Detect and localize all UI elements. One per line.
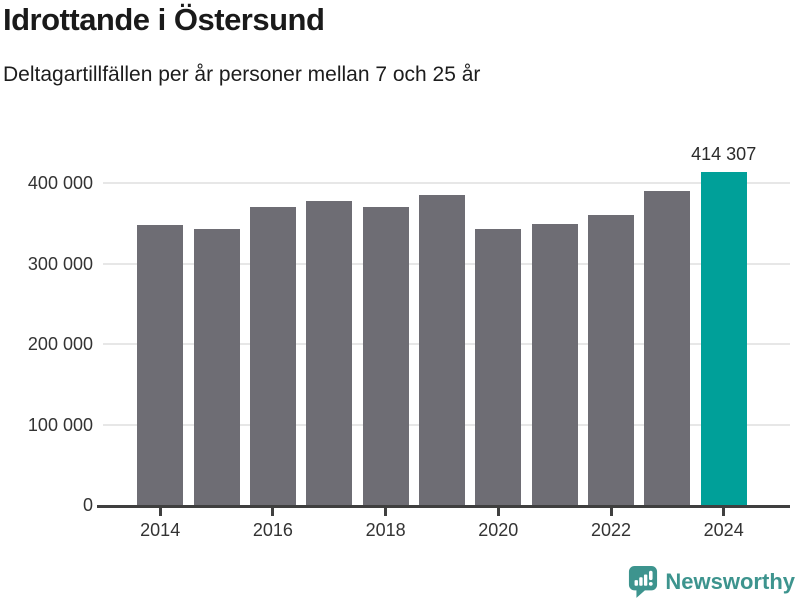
x-axis-tick [271,508,275,516]
bar-2018 [362,206,409,505]
x-axis-tick-label: 2020 [478,520,519,540]
bar-2015 [193,229,240,505]
bar-2023 [644,190,691,505]
highlighted-bar-value-label: 414 307 [691,143,757,164]
x-axis-tick [722,508,726,516]
x-axis-tick-label: 2018 [365,520,406,540]
x-axis-tick [158,508,162,516]
x-axis-tick [496,508,500,516]
bar-2014 [137,225,184,505]
bar-2017 [306,200,353,505]
x-axis-line [97,505,790,508]
x-axis-tick-label: 2014 [140,520,181,540]
brand-name: Newsworthy [665,568,795,594]
y-axis-tick-label: 100 000 [27,414,93,435]
x-axis-tick [384,508,388,516]
bar-2024 [700,171,747,505]
y-axis-tick-label: 0 [82,495,93,515]
y-axis-tick-label: 300 000 [27,253,93,274]
x-axis-tick [609,508,613,516]
bar-2016 [249,207,296,505]
y-axis-tick-label: 400 000 [27,173,93,194]
x-axis-tick-label: 2024 [703,520,744,540]
x-axis-tick-label: 2022 [590,520,632,540]
gridline-400000 [103,182,790,185]
bar-2020 [475,229,522,505]
chart-title: Idrottande i Östersund [3,2,325,37]
bar-2022 [588,215,634,505]
newsworthy-logo: Newsworthy [628,565,795,598]
bar-2021 [531,224,578,505]
bar-2019 [418,195,465,505]
x-axis-tick-label: 2016 [252,520,293,540]
chart-subtitle: Deltagartillfällen per år personer mella… [3,63,481,86]
bar-chart-speech-bubble-icon [628,565,658,598]
y-axis-tick-label: 200 000 [27,334,93,355]
